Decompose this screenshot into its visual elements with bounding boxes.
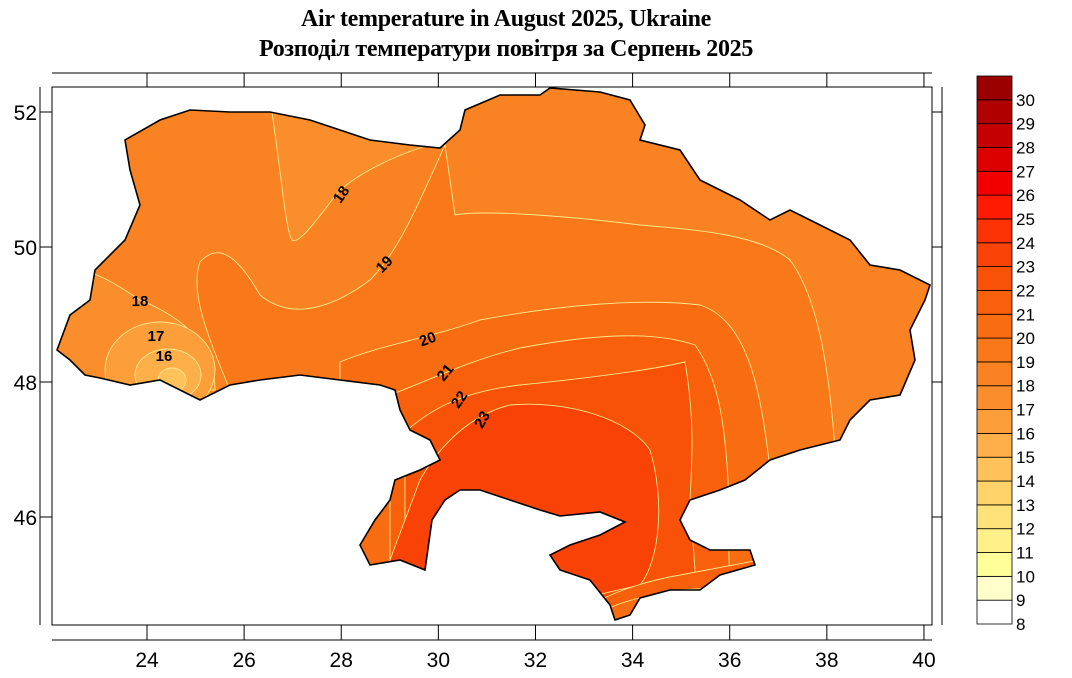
colorbar-bin (976, 170, 1013, 196)
colorbar-label: 18 (1016, 377, 1035, 396)
colorbar-bin (976, 218, 1013, 244)
colorbar-bin (976, 337, 1013, 363)
x-tick-label: 38 (815, 649, 838, 672)
chart-title: Air temperature in August 2025, Ukraine (300, 6, 712, 32)
colorbar-label: 24 (1016, 234, 1035, 253)
colorbar-bin (976, 432, 1013, 458)
colorbar-label: 20 (1016, 329, 1035, 348)
colorbar-bin (976, 313, 1013, 339)
colorbar-label: 15 (1016, 448, 1035, 467)
colorbar-bin (976, 504, 1013, 530)
colorbar-label: 30 (1016, 91, 1035, 110)
colorbar-label: 25 (1016, 210, 1035, 229)
y-tick-label: 48 (14, 372, 37, 395)
colorbar-bin (976, 456, 1013, 482)
colorbar-bin (976, 385, 1013, 410)
colorbar-label: 16 (1016, 424, 1035, 443)
colorbar-label: 11 (1016, 544, 1034, 563)
colorbar-bin (976, 528, 1013, 553)
colorbar-label: 26 (1016, 186, 1035, 205)
colorbar-bin (976, 147, 1013, 172)
x-tick-label: 30 (427, 649, 450, 672)
y-tick-label: 50 (14, 237, 37, 260)
colorbar-label: 17 (1016, 401, 1035, 420)
x-tick-label: 34 (621, 649, 645, 672)
contour-label: 20 (417, 329, 438, 351)
colorbar-label: 10 (1016, 567, 1035, 586)
colorbar-label: 28 (1016, 138, 1035, 157)
colorbar-bin (976, 194, 1013, 220)
x-tick-label: 28 (330, 649, 353, 672)
contour-label: 23 (471, 408, 494, 431)
colorbar-bin (976, 242, 1013, 268)
colorbar-label: 8 (1016, 615, 1025, 634)
colorbar-bin (976, 575, 1013, 601)
x-tick-label: 26 (232, 649, 255, 672)
colorbar-bin (976, 99, 1013, 125)
x-tick-label: 36 (718, 649, 741, 672)
y-tick-label: 52 (14, 102, 37, 125)
colorbar-bin (976, 290, 1013, 315)
x-tick-label: 40 (912, 649, 935, 672)
colorbar-label: 9 (1016, 591, 1025, 610)
x-tick-label: 24 (135, 649, 159, 672)
region-14-15 (157, 367, 187, 393)
colorbar-label: 29 (1016, 115, 1035, 134)
colorbar-label: 27 (1016, 162, 1035, 181)
contour-label: 22 (448, 388, 471, 411)
y-tick-label: 46 (14, 507, 37, 530)
colorbar-bin (976, 409, 1013, 434)
contour-label: 17 (148, 328, 165, 345)
colorbar-label: 14 (1016, 472, 1035, 491)
contour-label: 16 (156, 348, 173, 365)
colorbar-label: 23 (1016, 258, 1035, 277)
colorbar-label: 21 (1016, 305, 1035, 324)
colorbar-bin (976, 123, 1013, 148)
contour-label: 18 (132, 293, 149, 310)
colorbar-label: 22 (1016, 281, 1035, 300)
colorbar-bin (976, 266, 1013, 291)
colorbar-bin (976, 361, 1013, 387)
colorbar-label: 13 (1016, 496, 1035, 515)
colorbar-label: 12 (1016, 520, 1035, 539)
contour-label: 18 (330, 183, 353, 206)
colorbar-label: 19 (1016, 353, 1035, 372)
plot-frame (51, 86, 933, 626)
colorbar-bin (976, 480, 1013, 506)
chart-subtitle: Розподіл температури повітря за Серпень … (258, 36, 754, 62)
colorbar-bin (976, 599, 1013, 625)
x-tick-label: 32 (524, 649, 547, 672)
colorbar-bin (976, 552, 1013, 577)
colorbar-bin (976, 75, 1013, 101)
